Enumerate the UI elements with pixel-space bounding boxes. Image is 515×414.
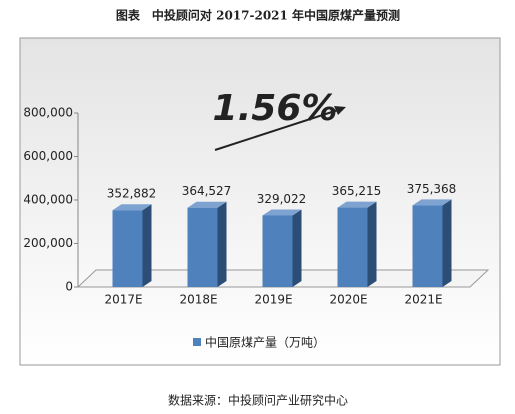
y-tick-label: 400,000 <box>23 193 73 207</box>
x-tick-label: 2018E <box>179 293 217 307</box>
source: 数据来源：中投顾问产业研究中心 <box>168 393 348 408</box>
bar-top <box>112 204 152 211</box>
data-label: 375,368 <box>407 182 457 196</box>
x-tick-label: 2017E <box>104 293 142 307</box>
bar <box>112 210 143 287</box>
bar-side <box>442 199 452 287</box>
bar <box>187 207 218 287</box>
arrow-head <box>334 106 346 115</box>
bar <box>262 215 293 287</box>
bar-side <box>217 201 227 287</box>
legend-swatch <box>193 338 201 346</box>
bar-side <box>367 201 377 287</box>
y-tick-label: 800,000 <box>23 106 73 120</box>
annotation: 1.56% <box>213 88 338 129</box>
bar <box>337 207 368 287</box>
bar-top <box>187 201 227 208</box>
data-label: 364,527 <box>182 184 232 198</box>
x-tick-label: 2020E <box>329 293 367 307</box>
data-label: 329,022 <box>257 192 307 206</box>
y-tick-label: 200,000 <box>23 236 73 250</box>
y-tick-label: 600,000 <box>23 149 73 163</box>
chart-title: 图表 中投顾问对 2017-2021 年中国原煤产量预测 <box>116 8 400 23</box>
bar-top <box>337 201 377 208</box>
bar <box>412 205 443 287</box>
data-label: 365,215 <box>332 184 382 198</box>
trend-arrow <box>214 109 339 151</box>
x-tick-label: 2019E <box>254 293 292 307</box>
data-label: 352,882 <box>107 187 157 201</box>
bar-side <box>142 204 152 287</box>
x-tick-label: 2021E <box>404 293 442 307</box>
legend-label: 中国原煤产量（万吨） <box>205 335 325 350</box>
bar-top <box>412 199 452 206</box>
y-tick-label: 0 <box>65 280 73 294</box>
bar-side <box>292 209 302 287</box>
bar-top <box>262 209 302 216</box>
